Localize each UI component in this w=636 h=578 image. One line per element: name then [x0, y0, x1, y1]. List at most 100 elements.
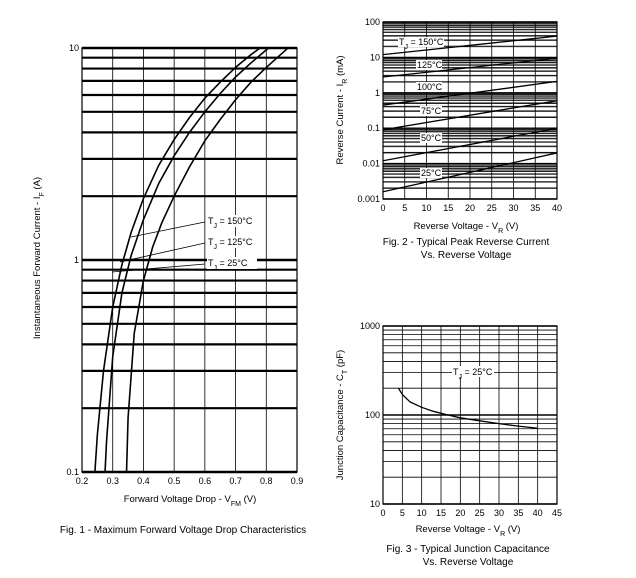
x-tick-label: 10 — [421, 203, 431, 213]
annotation-bg — [398, 37, 444, 47]
x-axis-label-unit: (V) — [241, 494, 256, 505]
series-line-1 — [104, 48, 271, 472]
x-tick-label: 30 — [494, 508, 504, 518]
x-tick-label: 15 — [443, 203, 453, 213]
series-annotation-unit: = 150°C — [408, 37, 444, 47]
x-axis-label: Reverse Voltage - VR (V) — [416, 524, 521, 538]
figure-caption-line2: Vs. Reverse Voltage — [423, 557, 514, 568]
x-axis-label-sub: R — [498, 228, 503, 235]
x-tick-label: 0.6 — [199, 476, 212, 486]
series-line-0 — [94, 48, 262, 472]
x-tick-label: 0.4 — [137, 476, 150, 486]
series-group — [397, 387, 538, 429]
series-annotation-main: T — [208, 237, 214, 247]
annotation-bg — [420, 106, 442, 116]
x-axis-label-sub: FM — [231, 501, 241, 508]
series-annotation-unit: = 25°C — [462, 367, 493, 377]
series-annotation-sub: J — [459, 374, 463, 381]
y-axis-label-unit: (pF) — [335, 350, 346, 370]
figure-caption-line2: Vs. Reverse Voltage — [421, 250, 512, 261]
x-tick-label: 0.9 — [291, 476, 304, 486]
series-annotation-unit: = 125°C — [217, 237, 253, 247]
x-axis-label-main: Forward Voltage Drop - V — [124, 494, 232, 505]
annotation-bg — [420, 133, 442, 143]
chart-junction-capacitance: 0 5 10 15 20 25 30 35 40 45 10 100 1000 Reverse Volta… — [335, 321, 562, 568]
series-annotation-sub: J — [214, 244, 218, 251]
y-tick-label: 100 — [365, 410, 380, 420]
x-tick-label: 0 — [380, 203, 385, 213]
y-axis-label-main: Instantaneous Forward Current - I — [32, 197, 43, 340]
y-tick-label: 1 — [74, 255, 79, 265]
series-annotation: 125°C — [417, 60, 443, 70]
chart-reverse-current: 0 5 10 15 20 25 30 35 40 0.001 0.01 0.1 1 10 100 Revers… — [335, 17, 562, 261]
series-line-1 — [383, 57, 557, 78]
x-tick-label: 20 — [455, 508, 465, 518]
x-tick-label: 15 — [436, 508, 446, 518]
series-annotation: 50°C — [421, 133, 442, 143]
series-annotation-unit: = 25°C — [217, 258, 248, 268]
x-tick-label: 25 — [475, 508, 485, 518]
y-tick-label: 0.1 — [367, 123, 380, 133]
series-annotation: TJ = 25°C — [453, 367, 493, 381]
x-axis-label-unit: (V) — [505, 524, 520, 535]
x-tick-label: 0.2 — [76, 476, 89, 486]
series-annotation-main: T — [208, 258, 214, 268]
plot-frame — [382, 325, 558, 505]
series-annotation-sub: J — [214, 223, 218, 230]
series-group — [94, 48, 290, 472]
x-tick-label: 5 — [402, 203, 407, 213]
series-line-2 — [383, 80, 557, 106]
series-annotation: 75°C — [421, 106, 442, 116]
x-axis-label-main: Reverse Voltage - V — [414, 221, 499, 232]
series-annotation-main: T — [208, 216, 214, 226]
figure-caption: Fig. 1 - Maximum Forward Voltage Drop Ch… — [60, 525, 306, 536]
series-annotation: TJ = 25°C — [208, 258, 248, 272]
x-tick-label: 30 — [508, 203, 518, 213]
series-line-2 — [125, 48, 290, 472]
y-axis-label-sub: R — [342, 79, 349, 84]
annotation-leader — [130, 221, 206, 238]
series-annotation-sub: J — [405, 44, 409, 51]
annotation-bg — [420, 168, 442, 178]
x-tick-label: 40 — [552, 203, 562, 213]
y-tick-label: 10 — [69, 43, 79, 53]
x-tick-label: 0 — [380, 508, 385, 518]
x-tick-label: 20 — [465, 203, 475, 213]
y-tick-label: 1 — [375, 88, 380, 98]
x-tick-label: 40 — [533, 508, 543, 518]
series-annotation-sub: J — [214, 265, 218, 272]
y-axis-label-main: Junction Capacitance - C — [335, 374, 346, 480]
x-axis-label-unit: (V) — [503, 221, 518, 232]
annotation-bg — [207, 236, 257, 248]
series-annotation-unit: = 150°C — [217, 216, 253, 226]
y-tick-label: 10 — [370, 499, 380, 509]
y-axis-label: Junction Capacitance - CT (pF) — [335, 350, 349, 480]
x-axis-label-sub: R — [500, 531, 505, 538]
series-annotation: TJ = 125°C — [208, 237, 253, 251]
x-tick-label: 0.8 — [260, 476, 273, 486]
y-axis-label: Instantaneous Forward Current - IF (A) — [32, 177, 46, 339]
x-tick-label: 0.3 — [106, 476, 119, 486]
series-line-0 — [397, 387, 538, 429]
y-tick-label: 0.01 — [362, 159, 380, 169]
x-axis-label: Forward Voltage Drop - VFM (V) — [124, 494, 257, 508]
series-annotation-main: T — [399, 37, 405, 47]
y-axis-label-main: Reverse Current - I — [335, 84, 346, 165]
y-axis-label-unit: (A) — [32, 177, 43, 192]
x-tick-label: 0.7 — [229, 476, 242, 486]
x-tick-label: 0.5 — [168, 476, 181, 486]
series-annotation: 100°C — [417, 82, 443, 92]
x-tick-label: 10 — [417, 508, 427, 518]
y-axis-label-sub: F — [39, 192, 46, 196]
x-axis-label-main: Reverse Voltage - V — [416, 524, 501, 535]
series-annotation: TJ = 150°C — [399, 37, 444, 51]
y-axis-label-unit: (mA) — [335, 55, 346, 78]
plot-frame — [382, 21, 558, 200]
series-line-0 — [383, 35, 557, 56]
x-tick-label: 45 — [552, 508, 562, 518]
y-tick-label: 0.001 — [357, 194, 380, 204]
x-tick-label: 25 — [487, 203, 497, 213]
x-tick-label: 35 — [513, 508, 523, 518]
annotation-leader — [119, 242, 206, 263]
series-annotation: TJ = 150°C — [208, 216, 253, 230]
